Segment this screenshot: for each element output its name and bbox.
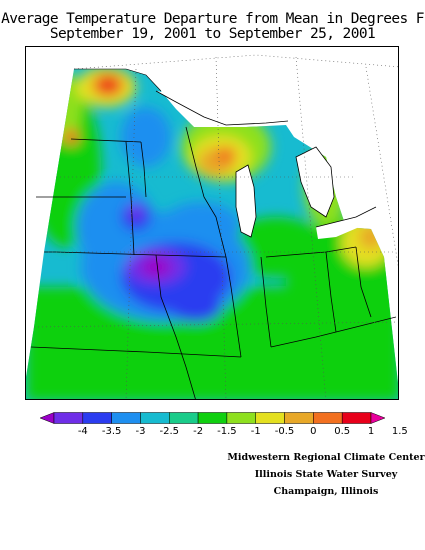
legend-tick-label: 0: [310, 426, 317, 437]
legend-swatch: [255, 412, 285, 424]
legend-tick-label: 1.5: [391, 426, 408, 437]
legend-swatch: [197, 412, 228, 424]
legend-swatch: [140, 412, 170, 424]
map-title: Average Temperature Departure from Mean …: [1, 11, 424, 27]
legend-swatch: [82, 412, 112, 424]
legend-swatch: [111, 412, 141, 424]
legend-tick-label: 1: [367, 426, 375, 437]
legend-tick-label: -2: [193, 426, 204, 437]
legend-colorbar: [40, 412, 385, 424]
legend-swatch: [284, 412, 314, 424]
map-date-range: September 19, 2001 to September 25, 2001: [49, 26, 376, 42]
legend-tick-label: 0.5: [334, 426, 351, 437]
temperature-departure-map: [25, 46, 399, 400]
legend-swatch-high: [370, 412, 385, 424]
legend-tick-label: -1.5: [217, 426, 237, 437]
legend-swatch: [341, 412, 372, 424]
legend-swatch: [169, 412, 199, 424]
legend-tick-label: -2.5: [159, 426, 180, 437]
legend-tick-label: -1: [250, 426, 261, 437]
legend-swatch: [226, 412, 256, 424]
legend-swatch-low: [40, 412, 55, 424]
legend-tick-label: -3: [135, 426, 146, 437]
legend-tick-label: -0.5: [274, 426, 295, 437]
legend-swatch: [313, 412, 343, 424]
credit-survey: Illinois State Water Survey: [254, 469, 398, 480]
credit-org: Midwestern Regional Climate Center: [227, 452, 425, 463]
legend-tick-label: -3.5: [101, 426, 122, 437]
credit-location: Champaign, Illinois: [273, 486, 379, 497]
legend-tick-label: -4: [77, 426, 88, 437]
legend-swatch: [53, 412, 84, 424]
